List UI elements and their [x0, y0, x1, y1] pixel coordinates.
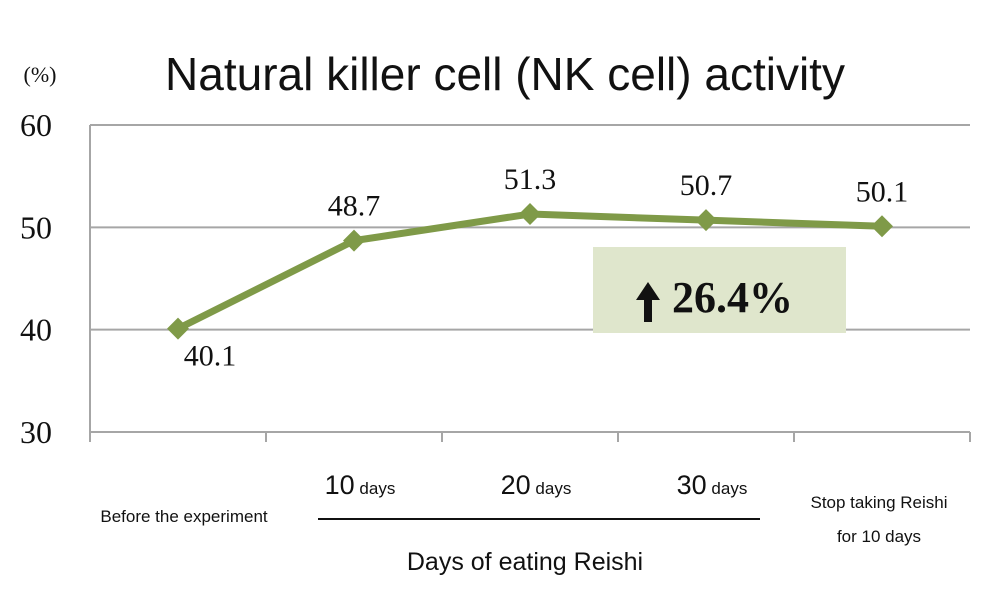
- data-point-marker: [695, 209, 717, 232]
- x-category-label-line1: Stop taking Reishi: [810, 493, 947, 512]
- x-group-label: Days of eating Reishi: [407, 548, 643, 576]
- y-tick-label: 60: [20, 107, 52, 143]
- x-category-label: 30 days: [677, 470, 748, 500]
- y-tick-label: 40: [20, 312, 52, 348]
- y-axis-label: (%): [24, 62, 57, 87]
- x-category-label: Before the experiment: [100, 507, 268, 526]
- data-label: 51.3: [504, 163, 557, 196]
- x-category-unit: days: [531, 479, 572, 498]
- x-category-unit: days: [355, 479, 396, 498]
- data-label: 50.7: [680, 169, 733, 202]
- data-label: 50.1: [856, 175, 909, 208]
- data-point-marker: [343, 229, 365, 252]
- chart-title: Natural killer cell (NK cell) activity: [165, 48, 845, 100]
- y-tick-label: 30: [20, 414, 52, 450]
- data-label: 48.7: [328, 190, 381, 223]
- x-category-label-line2: for 10 days: [837, 527, 921, 546]
- x-category-number: 10: [325, 470, 355, 500]
- annotation-text: 26.4%: [672, 273, 793, 322]
- data-label: 40.1: [184, 340, 237, 373]
- x-category-label: 20 days: [501, 470, 572, 500]
- x-category-unit: days: [707, 479, 748, 498]
- data-point-marker: [871, 215, 893, 238]
- data-point-marker: [167, 317, 189, 340]
- annotation-box: [593, 247, 846, 333]
- x-category-number: 30: [677, 470, 707, 500]
- data-point-marker: [519, 203, 541, 226]
- x-category-number: 20: [501, 470, 531, 500]
- y-tick-label: 50: [20, 209, 52, 245]
- x-category-label: 10 days: [325, 470, 396, 500]
- up-arrow-icon: [636, 282, 660, 322]
